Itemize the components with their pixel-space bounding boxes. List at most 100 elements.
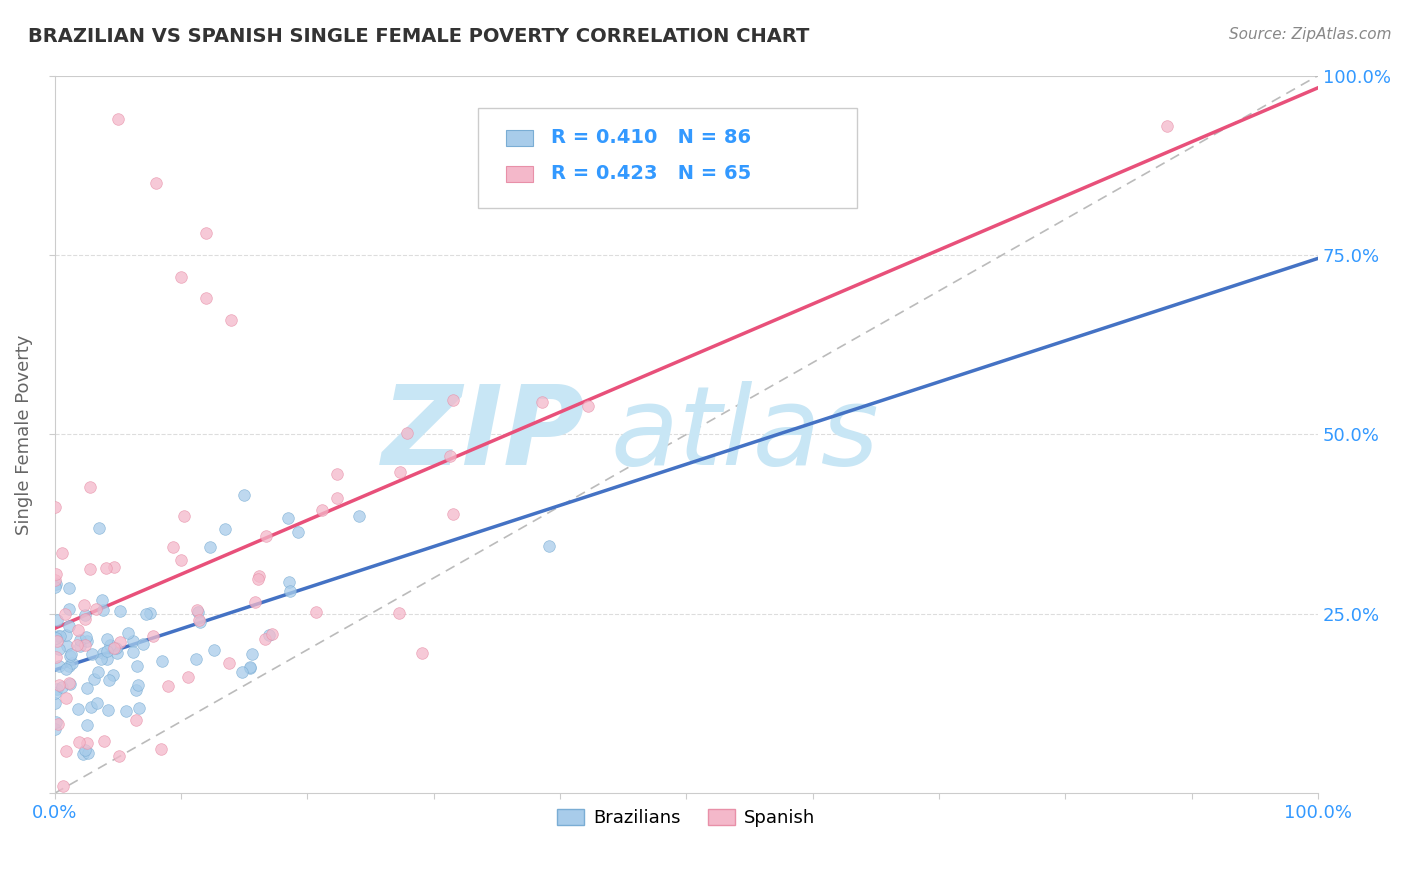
Brazilians	[75, 630, 97, 644]
Brazilians	[287, 525, 309, 540]
Spanish	[195, 227, 218, 241]
Brazilians	[132, 637, 155, 651]
Brazilians	[48, 659, 70, 673]
Text: BRAZILIAN VS SPANISH SINGLE FEMALE POVERTY CORRELATION CHART: BRAZILIAN VS SPANISH SINGLE FEMALE POVER…	[28, 27, 810, 45]
Brazilians	[105, 646, 128, 660]
Brazilians	[67, 701, 90, 715]
Spanish	[44, 500, 66, 515]
Spanish	[254, 529, 277, 543]
Spanish	[48, 678, 70, 692]
Spanish	[530, 394, 553, 409]
Brazilians	[56, 639, 79, 653]
Spanish	[169, 552, 191, 566]
Spanish	[84, 602, 107, 616]
Spanish	[55, 743, 77, 757]
Brazilians	[58, 581, 80, 595]
Brazilians	[72, 747, 94, 762]
Brazilians	[45, 682, 67, 697]
Brazilians	[69, 632, 91, 647]
Brazilians	[77, 746, 100, 760]
Brazilians	[90, 652, 112, 666]
Spanish	[157, 679, 180, 693]
Spanish	[326, 467, 349, 481]
Brazilians	[59, 677, 82, 691]
Spanish	[195, 291, 218, 305]
Brazilians	[93, 646, 115, 660]
Spanish	[326, 491, 349, 506]
Brazilians	[239, 660, 262, 674]
Spanish	[96, 560, 118, 574]
Spanish	[177, 670, 200, 684]
Brazilians	[73, 608, 96, 623]
Spanish	[58, 676, 80, 690]
Spanish	[93, 734, 115, 748]
Spanish	[218, 656, 240, 670]
Spanish	[66, 638, 89, 652]
Brazilians	[537, 539, 560, 553]
Brazilians	[44, 580, 66, 594]
Brazilians	[55, 663, 77, 677]
Spanish	[44, 574, 66, 588]
Brazilians	[96, 644, 118, 658]
Spanish	[67, 624, 90, 638]
Spanish	[103, 641, 125, 656]
Brazilians	[51, 681, 73, 695]
Spanish	[305, 605, 328, 619]
Brazilians	[278, 584, 301, 599]
Brazilians	[232, 488, 254, 502]
Y-axis label: Single Female Poverty: Single Female Poverty	[15, 334, 32, 534]
Spanish	[1156, 119, 1178, 133]
Spanish	[186, 603, 208, 617]
Brazilians	[58, 659, 80, 673]
Spanish	[247, 572, 270, 586]
Brazilians	[48, 642, 70, 657]
Spanish	[145, 176, 167, 190]
Spanish	[260, 627, 283, 641]
Spanish	[441, 393, 464, 408]
Brazilians	[58, 602, 80, 616]
Brazilians	[128, 701, 150, 715]
Brazilians	[100, 638, 122, 652]
Spanish	[53, 607, 76, 622]
Brazilians	[231, 665, 253, 679]
Spanish	[245, 594, 267, 608]
Brazilians	[96, 652, 118, 666]
Spanish	[55, 691, 77, 706]
Spanish	[576, 399, 599, 413]
Brazilians	[257, 628, 280, 642]
Brazilians	[115, 704, 138, 718]
Brazilians	[200, 540, 222, 554]
Brazilians	[239, 661, 262, 675]
Spanish	[170, 269, 193, 284]
Bar	[506, 166, 533, 182]
Brazilians	[75, 743, 97, 757]
Text: atlas: atlas	[610, 381, 879, 488]
Brazilians	[76, 681, 98, 696]
Spanish	[247, 568, 270, 582]
Brazilians	[110, 604, 132, 618]
Brazilians	[46, 628, 69, 642]
Brazilians	[83, 672, 105, 686]
Brazilians	[45, 613, 67, 627]
Brazilians	[277, 511, 299, 525]
Brazilians	[45, 714, 67, 729]
Spanish	[149, 742, 172, 756]
Spanish	[45, 567, 67, 582]
Brazilians	[55, 628, 77, 642]
Brazilians	[58, 619, 80, 633]
Spanish	[79, 562, 101, 576]
Brazilians	[49, 628, 72, 642]
Spanish	[162, 540, 184, 554]
Brazilians	[45, 632, 67, 646]
Spanish	[388, 606, 411, 620]
Brazilians	[45, 577, 67, 591]
Spanish	[73, 612, 96, 626]
Spanish	[79, 479, 101, 493]
Brazilians	[76, 633, 98, 648]
Spanish	[187, 614, 209, 628]
Spanish	[45, 649, 67, 664]
Brazilians	[98, 673, 121, 687]
Brazilians	[186, 652, 208, 666]
Brazilians	[278, 574, 301, 589]
Brazilians	[80, 647, 103, 661]
